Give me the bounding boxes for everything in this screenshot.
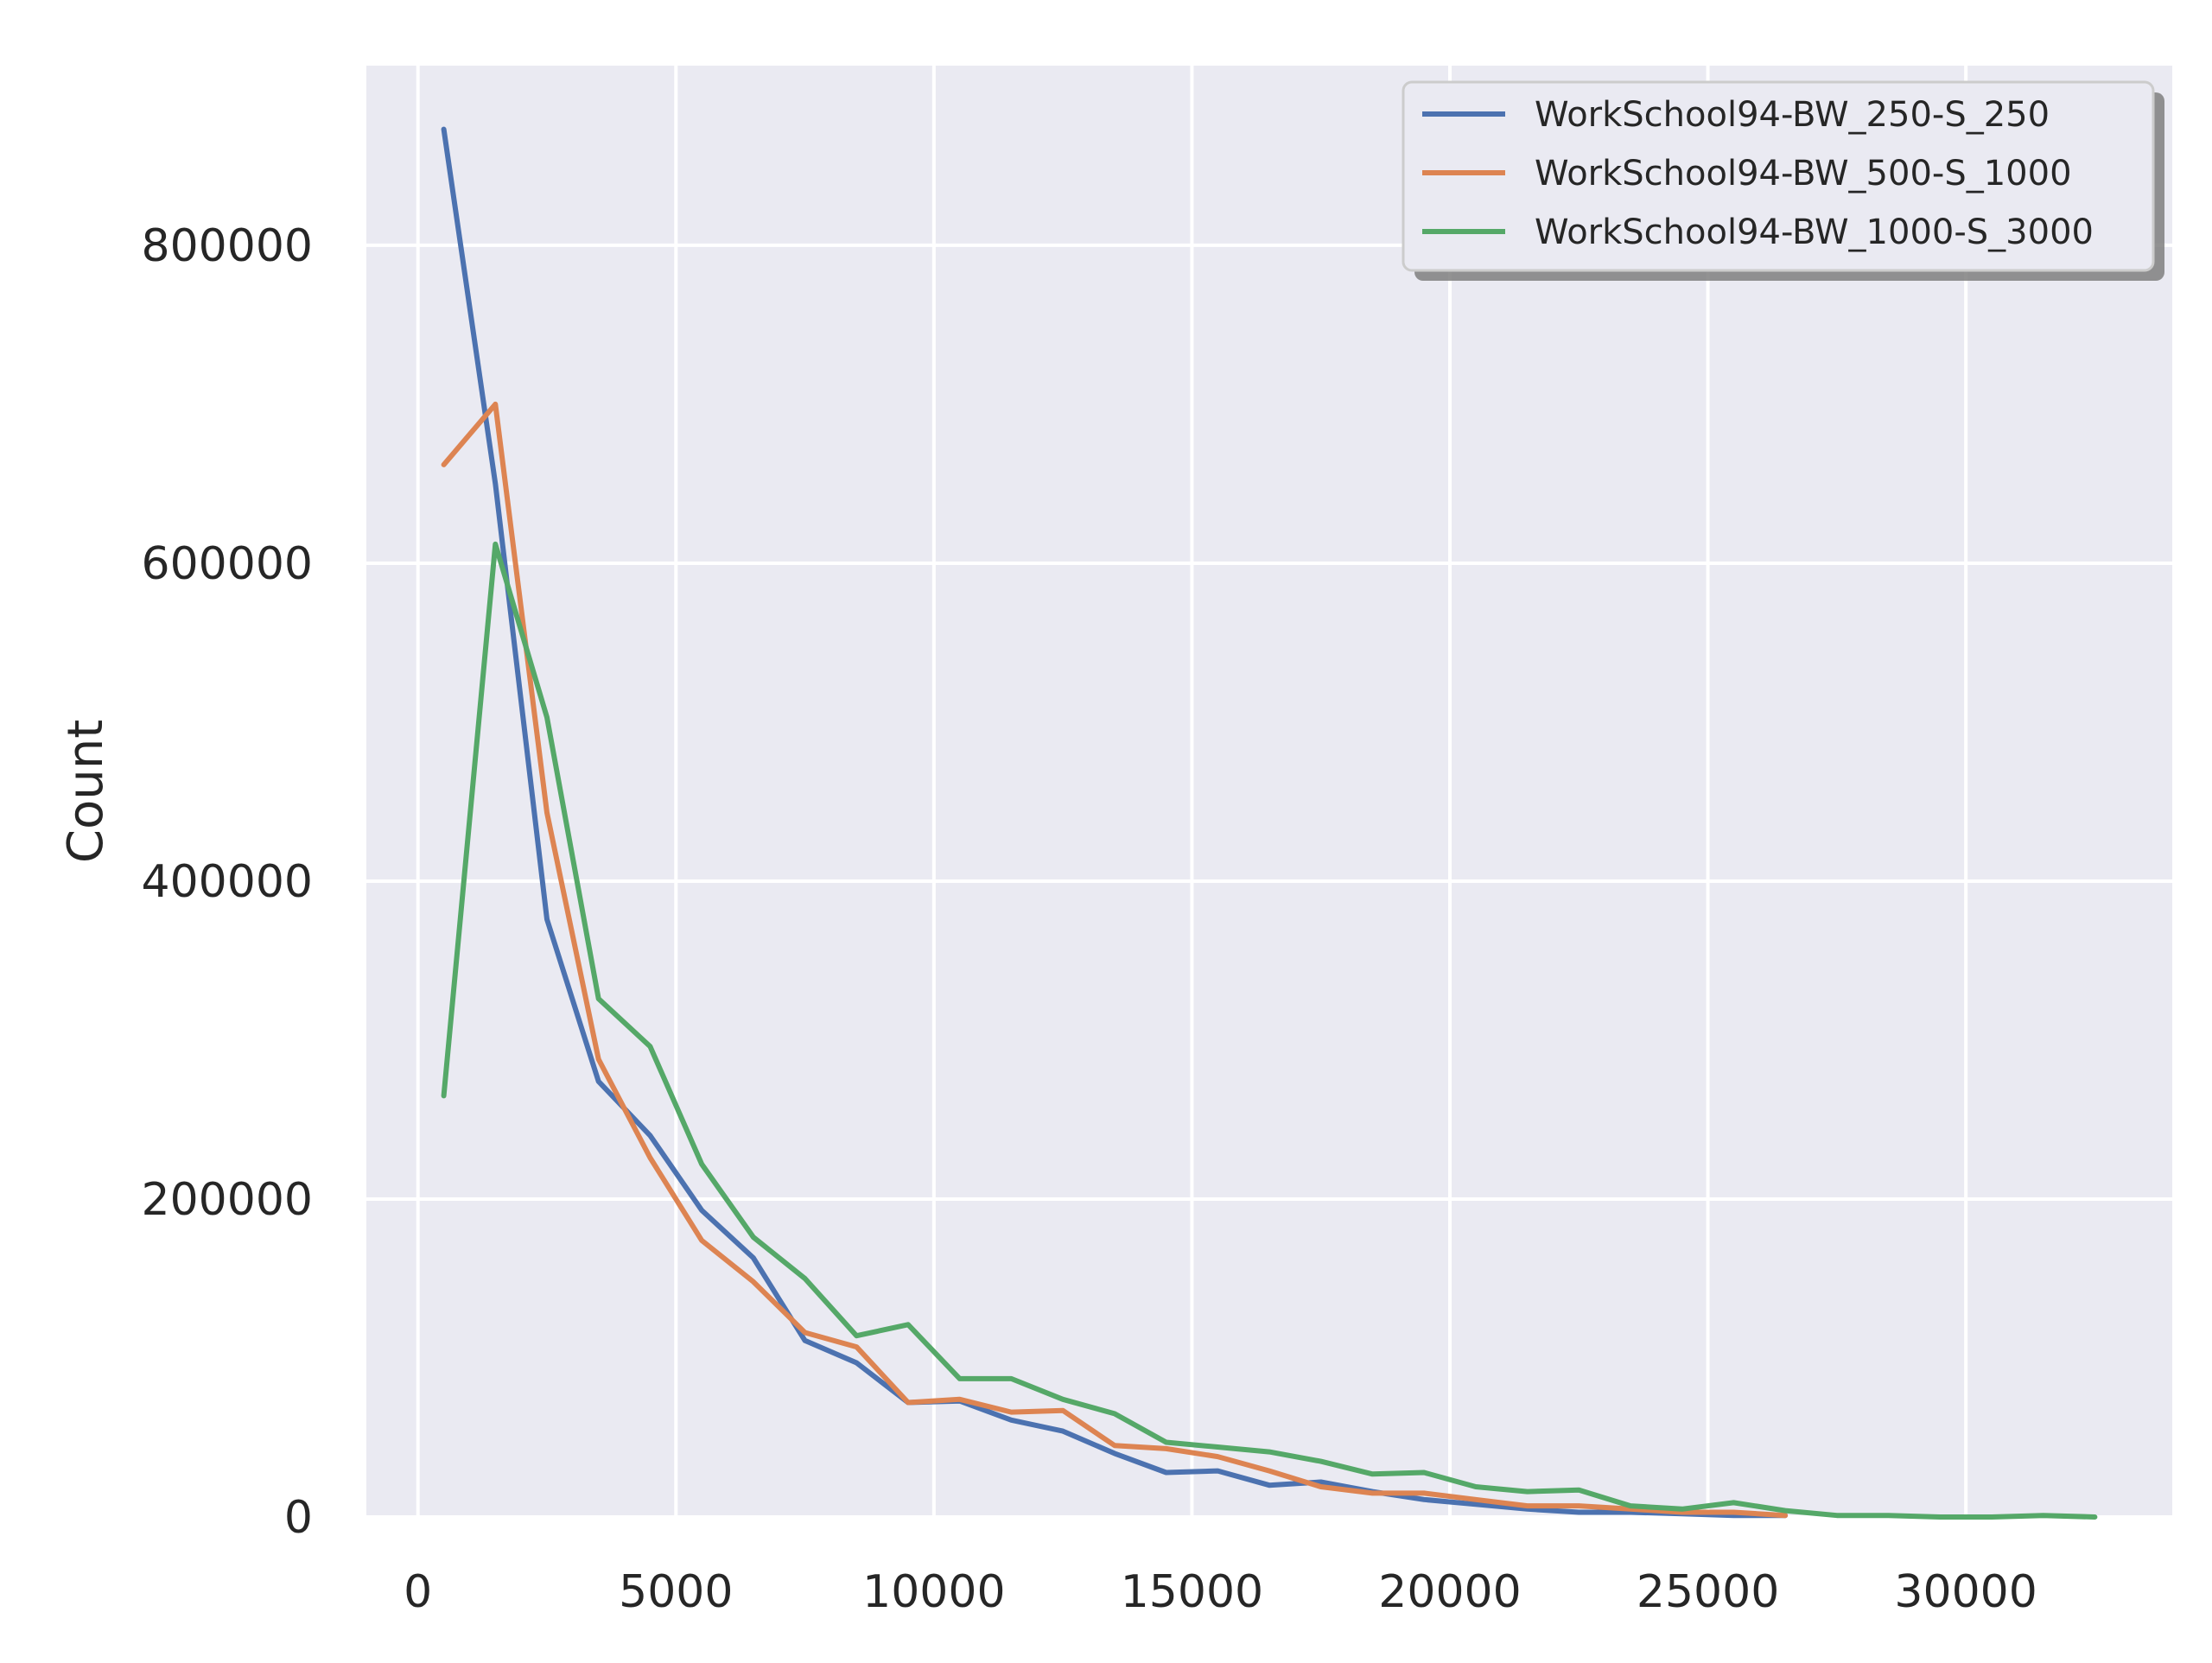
series-lines [441,126,2098,1520]
y-tick-label: 400000 [141,856,313,908]
y-tick-label: 200000 [141,1174,313,1226]
legend-label-3: WorkSchool94-BW_1000-S_3000 [1535,213,2094,252]
x-tick-label: 10000 [862,1566,1005,1618]
y-tick-label: 800000 [141,220,313,272]
legend-box [1402,80,2155,272]
legend-label-1: WorkSchool94-BW_250-S_250 [1535,95,2050,135]
y-tick-label: 600000 [141,538,313,590]
plot-background [366,66,2172,1517]
y-axis-label: Count [58,720,114,863]
x-tick-label: 0 [404,1566,432,1618]
y-axis-tick-labels: 0 200000 400000 600000 800000 [141,220,313,1544]
x-tick-label: 20000 [1378,1566,1521,1618]
x-axis-tick-labels: 0 5000 10000 15000 20000 25000 30000 [404,1566,2037,1618]
series-line-2 [441,401,1789,1519]
series-line-1 [441,126,1789,1519]
x-tick-label: 5000 [619,1566,733,1618]
grid-lines [366,66,2172,1519]
x-tick-label: 30000 [1894,1566,2037,1618]
legend-label-2: WorkSchool94-BW_500-S_1000 [1535,154,2072,194]
series-line-3 [441,541,2098,1520]
legend: WorkSchool94-BW_250-S_250 WorkSchool94-BW… [1402,80,2164,281]
x-tick-label: 15000 [1121,1566,1263,1618]
x-tick-label: 25000 [1637,1566,1779,1618]
y-tick-label: 0 [284,1492,313,1544]
